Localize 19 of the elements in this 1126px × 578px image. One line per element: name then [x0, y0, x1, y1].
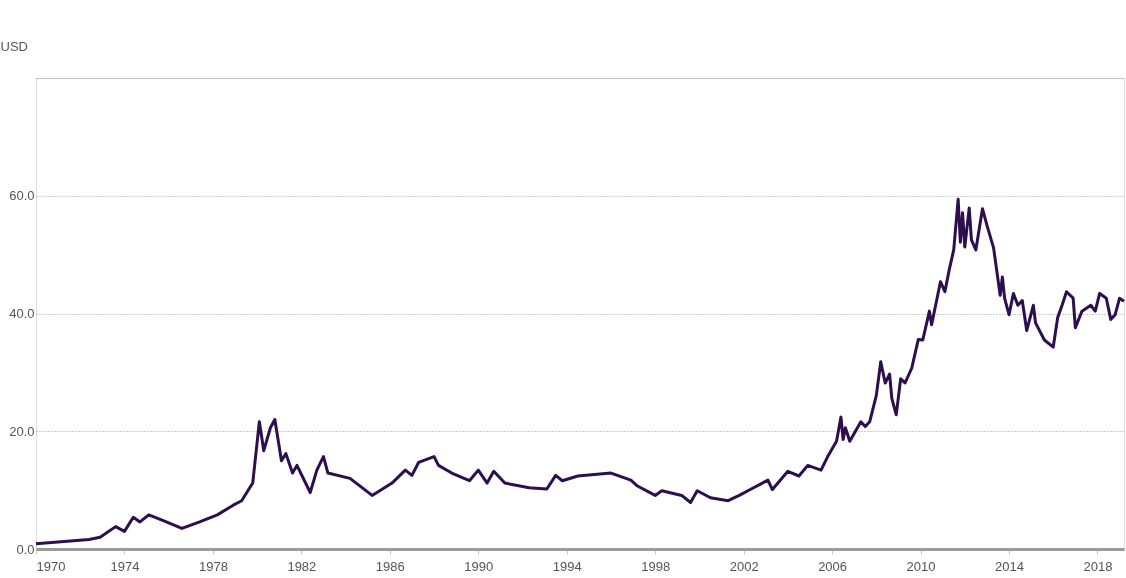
x-tick-label: 1978	[198, 558, 228, 574]
x-tick-label: 2006	[818, 558, 848, 574]
x-tick-label: 1986	[375, 558, 405, 574]
y-tick-label: 60.0	[9, 188, 35, 204]
y-tick-label: 40.0	[9, 306, 35, 321]
y-tick-label: 20.0	[9, 423, 35, 439]
x-tick-label: 1974	[110, 558, 140, 574]
x-tick-label: 2014	[995, 558, 1024, 574]
y-axis-title: USD	[0, 38, 28, 54]
x-tick-label: 1994	[552, 558, 582, 574]
x-tick-label: 1998	[641, 558, 671, 574]
x-tick-label: 1970	[36, 558, 66, 574]
x-tick-label: 1990	[464, 558, 494, 574]
x-tick-label: 2010	[906, 558, 936, 574]
line-series	[34, 197, 1126, 546]
x-tick-label: 2002	[729, 558, 759, 574]
x-tick-label: 2018	[1083, 558, 1113, 574]
x-tick-label: 1982	[287, 558, 317, 574]
y-tick-label: 0.0	[16, 541, 35, 557]
